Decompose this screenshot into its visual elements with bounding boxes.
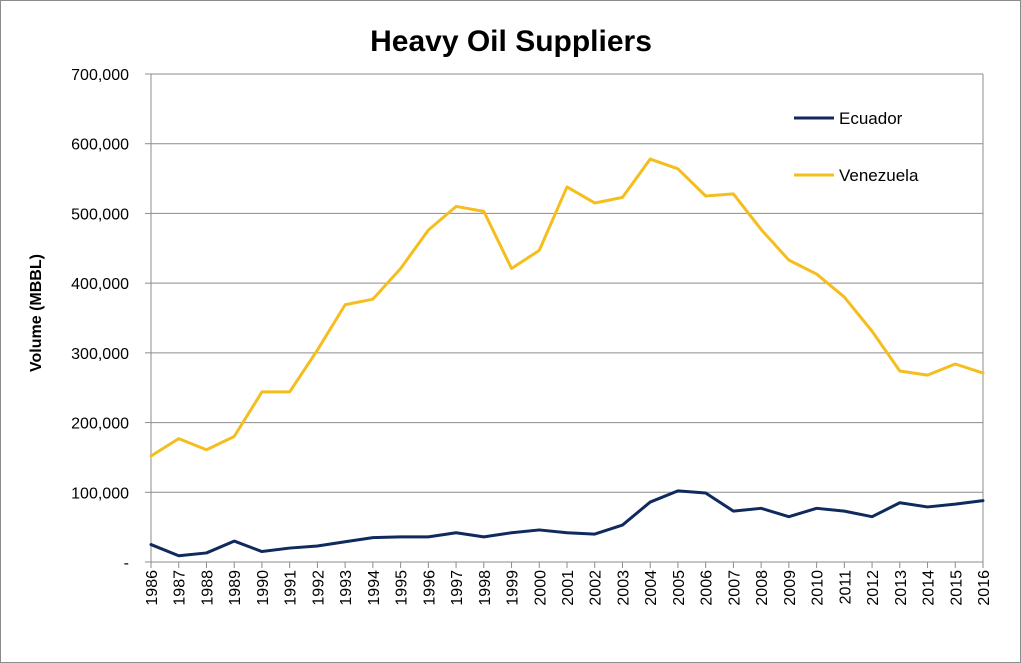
x-tick-label: 2015 — [948, 570, 965, 606]
x-tick-label: 1997 — [449, 570, 466, 606]
y-tick-label: 700,000 — [71, 67, 129, 84]
x-tick-label: 2002 — [588, 570, 605, 606]
x-tick-label: 2008 — [754, 570, 771, 606]
x-tick-label: 2001 — [560, 570, 577, 606]
legend-label-venezuela: Venezuela — [839, 166, 919, 185]
x-tick-label: 1987 — [172, 570, 189, 606]
chart-title: Heavy Oil Suppliers — [370, 25, 652, 58]
y-tick-label: 100,000 — [71, 485, 129, 502]
y-tick-label: 400,000 — [71, 276, 129, 293]
x-tick-label: 2014 — [921, 570, 938, 606]
x-tick-label: 2007 — [726, 570, 743, 606]
x-tick-label: 1993 — [338, 570, 355, 606]
x-tick-label: 2016 — [976, 570, 993, 606]
legend: Ecuador Venezuela — [794, 109, 919, 185]
x-tick-label: 1994 — [366, 570, 383, 606]
y-tick-label: 300,000 — [71, 346, 129, 363]
y-tick-labels: - 100,000 200,000 300,000 400,000 500,000 600,… — [71, 67, 129, 572]
x-tick-label: 2004 — [643, 570, 660, 606]
x-tick-label: 1986 — [144, 570, 161, 606]
x-tick-label: 1989 — [227, 570, 244, 606]
x-tick-label: 1988 — [199, 570, 216, 606]
x-tick-label: 2009 — [782, 570, 799, 606]
x-tick-labels: 1986 1987 1988 1989 1990 1991 1992 1993 1994 1995… — [144, 570, 993, 606]
x-tick-label: 1990 — [255, 570, 272, 606]
y-tick-label: 200,000 — [71, 416, 129, 433]
x-tick-label: 2012 — [865, 570, 882, 606]
x-tick-label: 1998 — [477, 570, 494, 606]
legend-label-ecuador: Ecuador — [839, 109, 903, 128]
y-axis-label: Volume (MBBL) — [28, 254, 45, 372]
y-tick-label: - — [124, 555, 129, 572]
series-lines — [149, 157, 985, 558]
x-tick-label: 1991 — [283, 570, 300, 606]
x-tick-label: 2000 — [532, 570, 549, 606]
x-tick-label: 2006 — [699, 570, 716, 606]
series-line-ecuador — [149, 489, 985, 558]
x-tick-label: 1999 — [505, 570, 522, 606]
x-tick-label: 1995 — [394, 570, 411, 606]
x-tick-label: 2010 — [810, 570, 827, 606]
axes — [145, 73, 984, 568]
x-tick-label: 2003 — [615, 570, 632, 606]
y-tick-label: 500,000 — [71, 206, 129, 223]
y-tick-label: 600,000 — [71, 137, 129, 154]
x-tick-label: 2011 — [837, 570, 854, 605]
x-tick-label: 1992 — [310, 570, 327, 606]
gridlines — [151, 73, 984, 562]
x-tick-label: 1996 — [421, 570, 438, 606]
series-line-venezuela — [149, 157, 985, 458]
x-tick-label: 2005 — [671, 570, 688, 606]
x-tick-label: 2013 — [893, 570, 910, 606]
